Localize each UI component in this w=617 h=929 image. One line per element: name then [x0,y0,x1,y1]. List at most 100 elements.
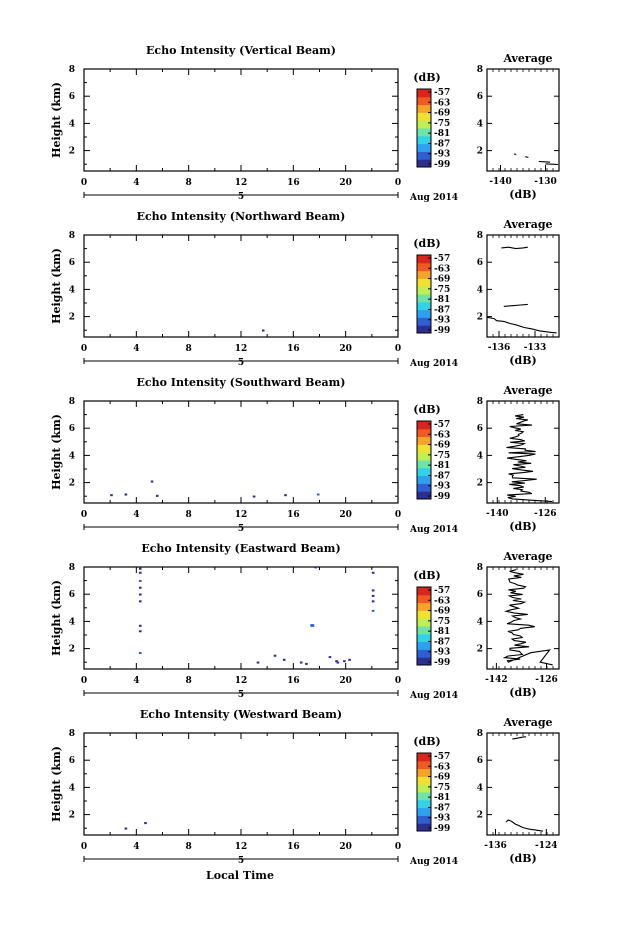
colorbar-label: (dB) [413,71,440,84]
average-x-tick-label: -133 [524,343,547,353]
average-x-label: (dB) [509,686,536,699]
average-x-tick-label: -126 [535,675,558,685]
average-x-label: (dB) [509,852,536,865]
average-x-tick-label: -124 [535,841,558,851]
colorbar-swatch [417,753,431,762]
colorbar-swatch [417,610,431,619]
colorbar-tick-label: -81 [434,461,450,471]
colorbar-swatch [417,587,431,596]
average-x-label: (dB) [509,354,536,367]
colorbar-tick-label: -93 [434,316,450,326]
colorbar-tick-label: -93 [434,648,450,658]
average-y-tick-label: 6 [477,424,483,434]
colorbar-swatch [417,89,431,98]
x-tick-label: 12 [235,676,248,686]
heatmap-pixel [155,494,159,497]
average-y-tick-label: 4 [477,119,483,129]
heatmap-pixel [138,624,142,627]
average-y-tick-label: 2 [477,479,483,489]
heatmap-pixel [371,609,375,612]
heatmap-pixel [371,600,375,603]
colorbar-swatch [417,444,431,453]
colorbar-swatch [417,618,431,627]
x-tick-label: 16 [287,344,300,354]
colorbar-swatch [417,270,431,279]
colorbar-tick-label: -81 [434,793,450,803]
x-tick-label: 0 [81,178,87,188]
colorbar-tick-label: -57 [434,88,450,98]
colorbar-swatch [417,452,431,461]
colorbar-swatch [417,483,431,492]
plot-frame [83,400,399,504]
average-y-tick-label: 4 [477,617,483,627]
heatmap-pixel [316,493,320,496]
colorbar-tick-label: -75 [434,119,450,129]
y-tick-label: 8 [69,563,75,573]
colorbar-tick-label: -81 [434,295,450,305]
average-x-label: (dB) [509,520,536,533]
panel-title: Echo Intensity (Westward Beam) [140,708,342,721]
y-tick-label: 2 [69,147,75,157]
x-tick-label: 0 [395,842,401,852]
x-tick-label: 20 [339,178,352,188]
panel-title: Echo Intensity (Southward Beam) [137,376,346,389]
x-tick-label: 20 [339,676,352,686]
average-profile-line [512,736,527,740]
colorbar-tick-label: -81 [434,129,450,139]
x-tick-label: 12 [235,510,248,520]
colorbar-label: (dB) [413,237,440,250]
heatmap-pixel [138,600,142,603]
colorbar-swatch [417,823,431,832]
colorbar-swatch [417,792,431,801]
heatmap-pixel [138,630,142,633]
colorbar-tick-label: -87 [434,471,450,481]
heatmap-pixel [110,494,113,497]
date-marker: 5 [238,524,244,534]
colorbar-swatch [417,294,431,303]
heatmap-pixel [124,493,128,496]
colorbar-swatch [417,633,431,643]
colorbar-swatch [417,309,431,318]
colorbar-swatch [417,286,431,295]
colorbar-tick-label: -87 [434,305,450,315]
average-x-label: (dB) [509,188,536,201]
colorbar-frame [416,420,432,500]
average-profile-line [503,303,528,307]
x-tick-label: 4 [133,676,139,686]
y-tick-label: 4 [69,119,75,129]
colorbar-swatch [417,436,431,445]
panel-3: Echo Intensity (Southward Beam) Height (k… [50,376,560,535]
panel-title: Echo Intensity (Vertical Beam) [146,44,336,57]
colorbar-tick-label: -57 [434,586,450,596]
heatmap-pixel [261,329,265,332]
y-tick-label: 2 [69,313,75,323]
y-tick-label: 2 [69,645,75,655]
heatmap-pixel [284,494,287,497]
panel-4: Echo Intensity (Eastward Beam) Height (km… [50,542,560,701]
heatmap-pixel [343,660,346,663]
colorbar-tick-label: -63 [434,264,450,274]
x-tick-label: 12 [235,842,248,852]
average-title: Average [502,550,552,563]
heatmap-pixel [305,662,308,665]
average-profile-line [506,414,553,503]
date-suffix: Aug 2014 [409,525,458,535]
average-y-tick-label: 2 [477,147,483,157]
date-marker: 5 [238,358,244,368]
average-profile-line [538,160,551,163]
colorbar-swatch [417,760,431,770]
date-marker: 5 [238,690,244,700]
heatmap-pixel [299,661,303,664]
heatmap-pixel [335,660,338,663]
y-tick-label: 4 [69,285,75,295]
colorbar-tick-label: -69 [434,607,450,617]
average-title: Average [502,52,552,65]
panels: Echo Intensity (Vertical Beam) Height (km… [50,44,560,867]
heatmap-pixel [371,589,375,592]
colorbar-label: (dB) [413,569,440,582]
average-x-tick-label: -136 [488,343,511,353]
average-y-tick-label: 8 [477,231,483,241]
colorbar-tick-label: -69 [434,275,450,285]
x-tick-label: 8 [186,178,192,188]
y-tick-label: 4 [69,783,75,793]
